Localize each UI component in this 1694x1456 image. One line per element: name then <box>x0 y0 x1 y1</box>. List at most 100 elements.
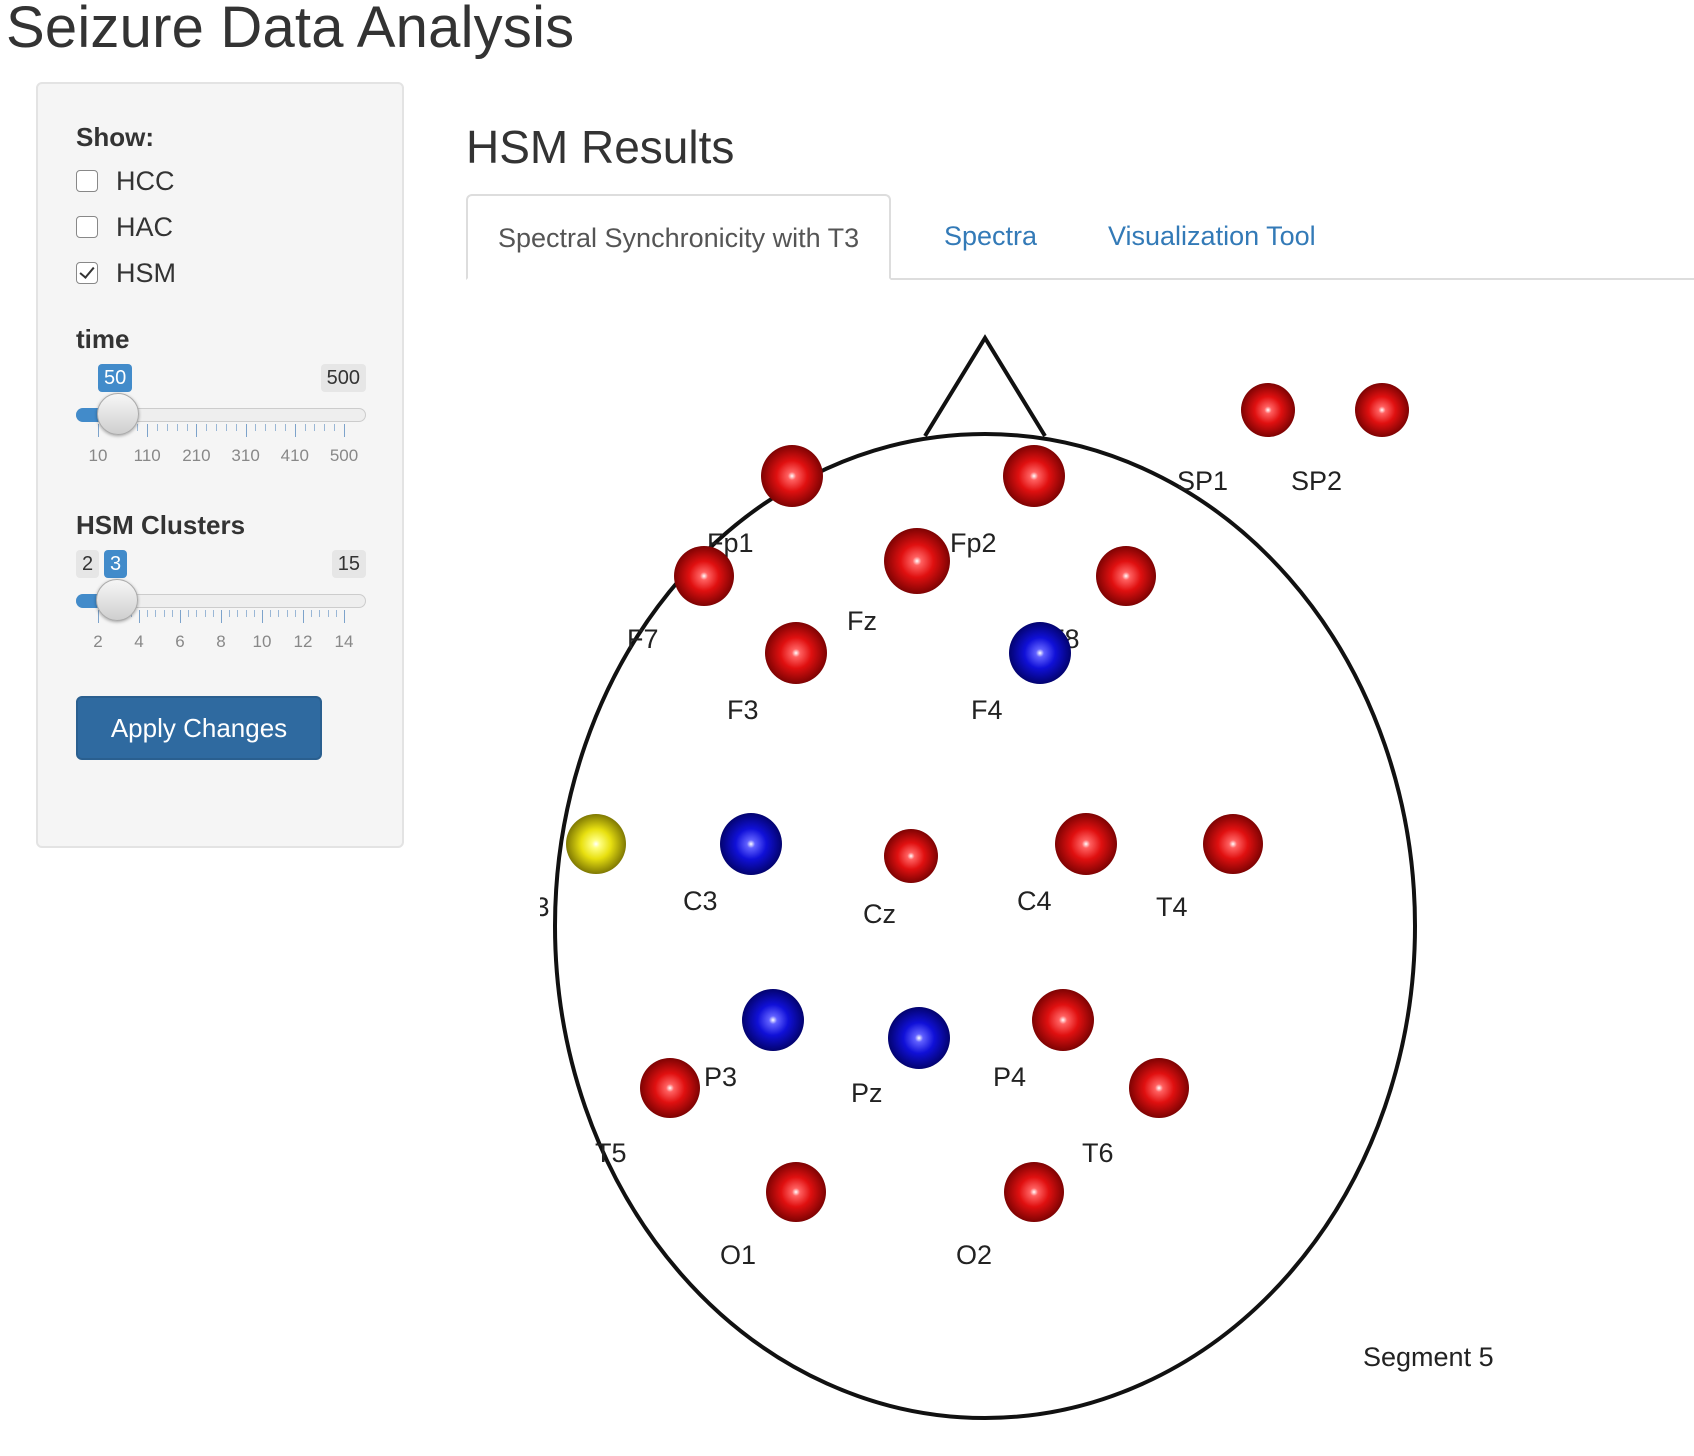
time-minor-tick <box>206 424 208 431</box>
clusters-minor-tick <box>270 610 272 617</box>
clusters-minor-tick <box>245 610 247 617</box>
checkbox-hac-label: HAC <box>116 211 174 242</box>
checkbox-hsm[interactable]: HSM <box>76 258 176 288</box>
sidebar-panel: Show: HCC HAC HSM time 50 500 10 110 210 31… <box>36 82 404 848</box>
clusters-major-tick <box>98 610 99 623</box>
tab-visualization-tool[interactable]: Visualization Tool <box>1108 221 1316 251</box>
clusters-slider-ticks <box>76 610 366 624</box>
time-major-tick <box>147 424 149 437</box>
clusters-minor-tick <box>253 610 255 617</box>
time-major-tick <box>245 424 247 437</box>
time-minor-tick <box>304 424 306 431</box>
electrode-t4-ball <box>1203 814 1263 874</box>
time-minor-tick <box>216 424 218 431</box>
checkbox-hac-box[interactable] <box>76 216 98 238</box>
electrode-f8-ball <box>1096 546 1156 606</box>
segment-label: Segment 5 <box>1363 1342 1494 1372</box>
time-minor-tick <box>324 424 326 431</box>
time-minor-tick <box>255 424 257 431</box>
time-minor-tick <box>284 424 286 431</box>
clusters-minor-tick <box>171 610 173 617</box>
clusters-tick-label: 14 <box>334 632 354 651</box>
time-minor-tick <box>186 424 188 431</box>
time-minor-tick <box>157 424 159 431</box>
clusters-tick-label: 8 <box>216 632 226 651</box>
checkbox-hcc[interactable]: HCC <box>76 166 175 196</box>
clusters-tick-label: 12 <box>293 632 313 651</box>
tab-spectral-synchronicity[interactable]: Spectral Synchronicity with T3 <box>466 194 892 280</box>
time-major-tick <box>196 424 198 437</box>
nose-outline <box>923 334 1047 438</box>
time-slider-handle[interactable] <box>97 393 140 435</box>
electrode-t4-label: T4 <box>1156 892 1188 922</box>
checkbox-hcc-box[interactable] <box>76 170 98 192</box>
clusters-slider-max: 15 <box>331 550 366 578</box>
electrode-sp2-ball <box>1355 383 1409 437</box>
time-tick-label: 10 <box>88 446 108 465</box>
time-minor-tick <box>137 424 139 431</box>
electrode-f3-ball <box>765 622 827 684</box>
clusters-tick-label: 2 <box>93 632 103 651</box>
checkbox-hcc-label: HCC <box>116 165 175 196</box>
electrode-fz-label: Fz <box>847 606 877 636</box>
electrode-o2-ball <box>1004 1162 1064 1222</box>
app-title: Seizure Data Analysis <box>6 0 575 60</box>
checkbox-hac[interactable]: HAC <box>76 212 173 242</box>
electrode-o2-label: O2 <box>956 1240 992 1270</box>
tab-spectra[interactable]: Spectra <box>944 221 1038 251</box>
eeg-head-plot: Fp1Fp2SP1SP2F7FzF8F3F4T3C3CzC4T4P3PzP4T5… <box>540 334 1494 1420</box>
head-outline <box>553 432 1417 1420</box>
electrode-f7-ball <box>674 546 734 606</box>
time-minor-tick <box>235 424 237 431</box>
electrode-fp1-ball <box>761 445 823 507</box>
tab-bar: Spectral Synchronicity with T3 Spectra V… <box>466 194 1694 280</box>
time-minor-tick <box>275 424 277 431</box>
electrode-f4-ball <box>1009 622 1071 684</box>
hsm-clusters-slider[interactable]: 2 3 15 2 4 6 8 10 12 14 <box>76 550 366 660</box>
clusters-major-tick <box>262 610 263 623</box>
electrode-c4-ball <box>1055 813 1117 875</box>
clusters-minor-tick <box>319 610 321 617</box>
time-minor-tick <box>166 424 168 431</box>
electrode-pz-ball <box>888 1007 950 1069</box>
clusters-minor-tick <box>286 610 288 617</box>
time-slider-max: 500 <box>320 364 366 392</box>
time-major-tick <box>344 424 345 437</box>
hsm-clusters-label: HSM Clusters <box>76 510 246 540</box>
show-label: Show: <box>76 122 154 152</box>
electrode-fp2-ball <box>1003 445 1065 507</box>
clusters-minor-tick <box>229 610 231 617</box>
clusters-minor-tick <box>204 610 206 617</box>
clusters-tick-label: 6 <box>175 632 185 651</box>
checkbox-hsm-box[interactable] <box>76 262 98 284</box>
apply-changes-button[interactable]: Apply Changes <box>76 696 322 760</box>
time-tick-label: 110 <box>133 446 161 465</box>
clusters-minor-tick <box>196 610 198 617</box>
clusters-major-tick <box>221 610 222 623</box>
time-minor-tick <box>225 424 227 431</box>
time-major-tick <box>294 424 296 437</box>
clusters-slider-handle[interactable] <box>95 579 138 621</box>
time-tick-label: 500 <box>329 446 359 465</box>
electrode-sp1-ball <box>1241 383 1295 437</box>
electrode-t3-label: T3 <box>540 892 550 922</box>
electrode-cz-label: Cz <box>863 899 896 929</box>
electrode-c3-ball <box>720 813 782 875</box>
clusters-minor-tick <box>278 610 280 617</box>
electrode-c4-label: C4 <box>1017 886 1052 916</box>
clusters-minor-tick <box>163 610 165 617</box>
clusters-minor-tick <box>188 610 190 617</box>
electrode-fp2-label: Fp2 <box>950 528 997 558</box>
electrode-fz-ball <box>884 528 950 594</box>
electrode-p4-label: P4 <box>993 1062 1026 1092</box>
clusters-tick-label: 4 <box>134 632 144 651</box>
clusters-minor-tick <box>155 610 157 617</box>
checkbox-hsm-label: HSM <box>116 257 176 288</box>
electrode-p4-ball <box>1032 989 1094 1051</box>
electrode-pz-label: Pz <box>851 1078 883 1108</box>
electrode-f4-label: F4 <box>971 695 1003 725</box>
clusters-minor-tick <box>311 610 313 617</box>
electrode-t6-ball <box>1129 1058 1189 1118</box>
electrode-f3-label: F3 <box>727 695 759 725</box>
